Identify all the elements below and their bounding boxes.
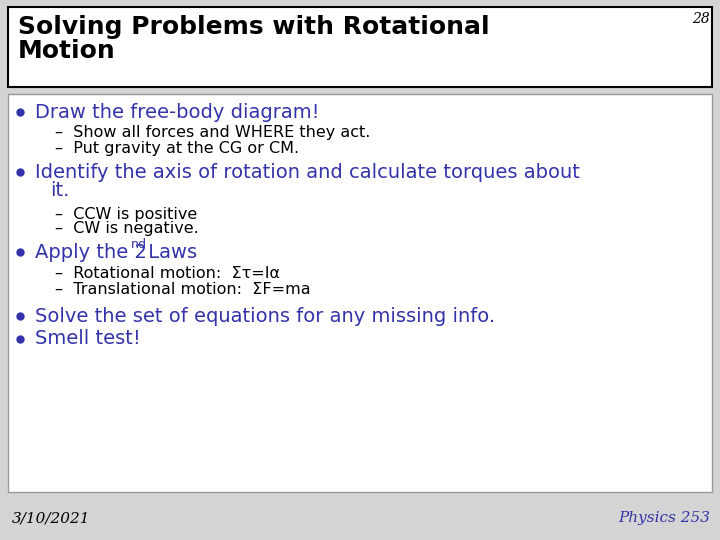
Text: –  Translational motion:  ΣF=ma: – Translational motion: ΣF=ma xyxy=(55,281,310,296)
Text: –  Show all forces and WHERE they act.: – Show all forces and WHERE they act. xyxy=(55,125,370,140)
Text: nd: nd xyxy=(130,239,147,252)
Text: –  CCW is positive: – CCW is positive xyxy=(55,206,197,221)
Text: 3/10/2021: 3/10/2021 xyxy=(12,511,91,525)
Text: –  Rotational motion:  Στ=Iα: – Rotational motion: Στ=Iα xyxy=(55,266,280,280)
Text: Laws: Laws xyxy=(142,242,197,261)
Text: 28: 28 xyxy=(692,12,710,26)
Text: –  Put gravity at the CG or CM.: – Put gravity at the CG or CM. xyxy=(55,140,299,156)
Text: Draw the free-body diagram!: Draw the free-body diagram! xyxy=(35,103,320,122)
Bar xyxy=(8,94,712,492)
Text: Physics 253: Physics 253 xyxy=(618,511,710,525)
Text: it.: it. xyxy=(50,180,69,199)
Text: Apply the 2: Apply the 2 xyxy=(35,242,147,261)
Bar xyxy=(8,7,712,87)
Text: Identify the axis of rotation and calculate torques about: Identify the axis of rotation and calcul… xyxy=(35,163,580,181)
Text: Solve the set of equations for any missing info.: Solve the set of equations for any missi… xyxy=(35,307,495,326)
Text: Motion: Motion xyxy=(18,39,116,63)
Text: Smell test!: Smell test! xyxy=(35,329,140,348)
Text: –  CW is negative.: – CW is negative. xyxy=(55,221,199,237)
Text: Solving Problems with Rotational: Solving Problems with Rotational xyxy=(18,15,490,39)
